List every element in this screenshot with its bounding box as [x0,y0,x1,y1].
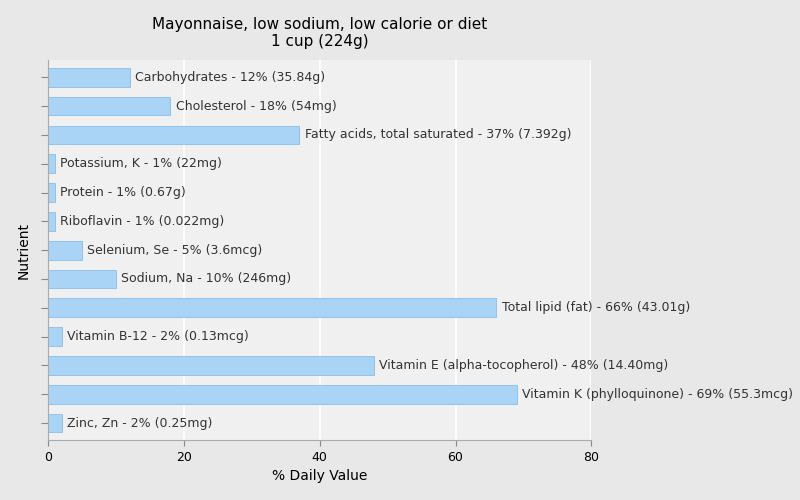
Bar [48,212,55,231]
Text: Sodium, Na - 10% (246mg): Sodium, Na - 10% (246mg) [122,272,291,285]
Bar [48,414,62,432]
Text: Fatty acids, total saturated - 37% (7.392g): Fatty acids, total saturated - 37% (7.39… [305,128,571,141]
Text: Zinc, Zn - 2% (0.25mg): Zinc, Zn - 2% (0.25mg) [67,416,213,430]
Text: Potassium, K - 1% (22mg): Potassium, K - 1% (22mg) [60,157,222,170]
Text: Vitamin E (alpha-tocopherol) - 48% (14.40mg): Vitamin E (alpha-tocopherol) - 48% (14.4… [379,359,669,372]
Bar [48,68,130,86]
Bar [48,385,517,404]
Text: Vitamin K (phylloquinone) - 69% (55.3mcg): Vitamin K (phylloquinone) - 69% (55.3mcg… [522,388,793,401]
Text: Carbohydrates - 12% (35.84g): Carbohydrates - 12% (35.84g) [135,70,325,84]
Y-axis label: Nutrient: Nutrient [17,222,30,278]
Bar [48,96,170,116]
Bar [48,154,55,173]
Bar [48,183,55,202]
Text: Vitamin B-12 - 2% (0.13mcg): Vitamin B-12 - 2% (0.13mcg) [67,330,249,343]
Bar [48,270,116,288]
Bar [48,327,62,346]
Text: Cholesterol - 18% (54mg): Cholesterol - 18% (54mg) [176,100,337,112]
Title: Mayonnaise, low sodium, low calorie or diet
1 cup (224g): Mayonnaise, low sodium, low calorie or d… [152,16,487,49]
X-axis label: % Daily Value: % Daily Value [272,470,367,484]
Text: Total lipid (fat) - 66% (43.01g): Total lipid (fat) - 66% (43.01g) [502,302,690,314]
Text: Selenium, Se - 5% (3.6mcg): Selenium, Se - 5% (3.6mcg) [87,244,262,256]
Text: Riboflavin - 1% (0.022mg): Riboflavin - 1% (0.022mg) [60,215,225,228]
Bar [48,356,374,375]
Text: Protein - 1% (0.67g): Protein - 1% (0.67g) [60,186,186,199]
Bar [48,241,82,260]
Bar [48,126,299,144]
Bar [48,298,496,317]
